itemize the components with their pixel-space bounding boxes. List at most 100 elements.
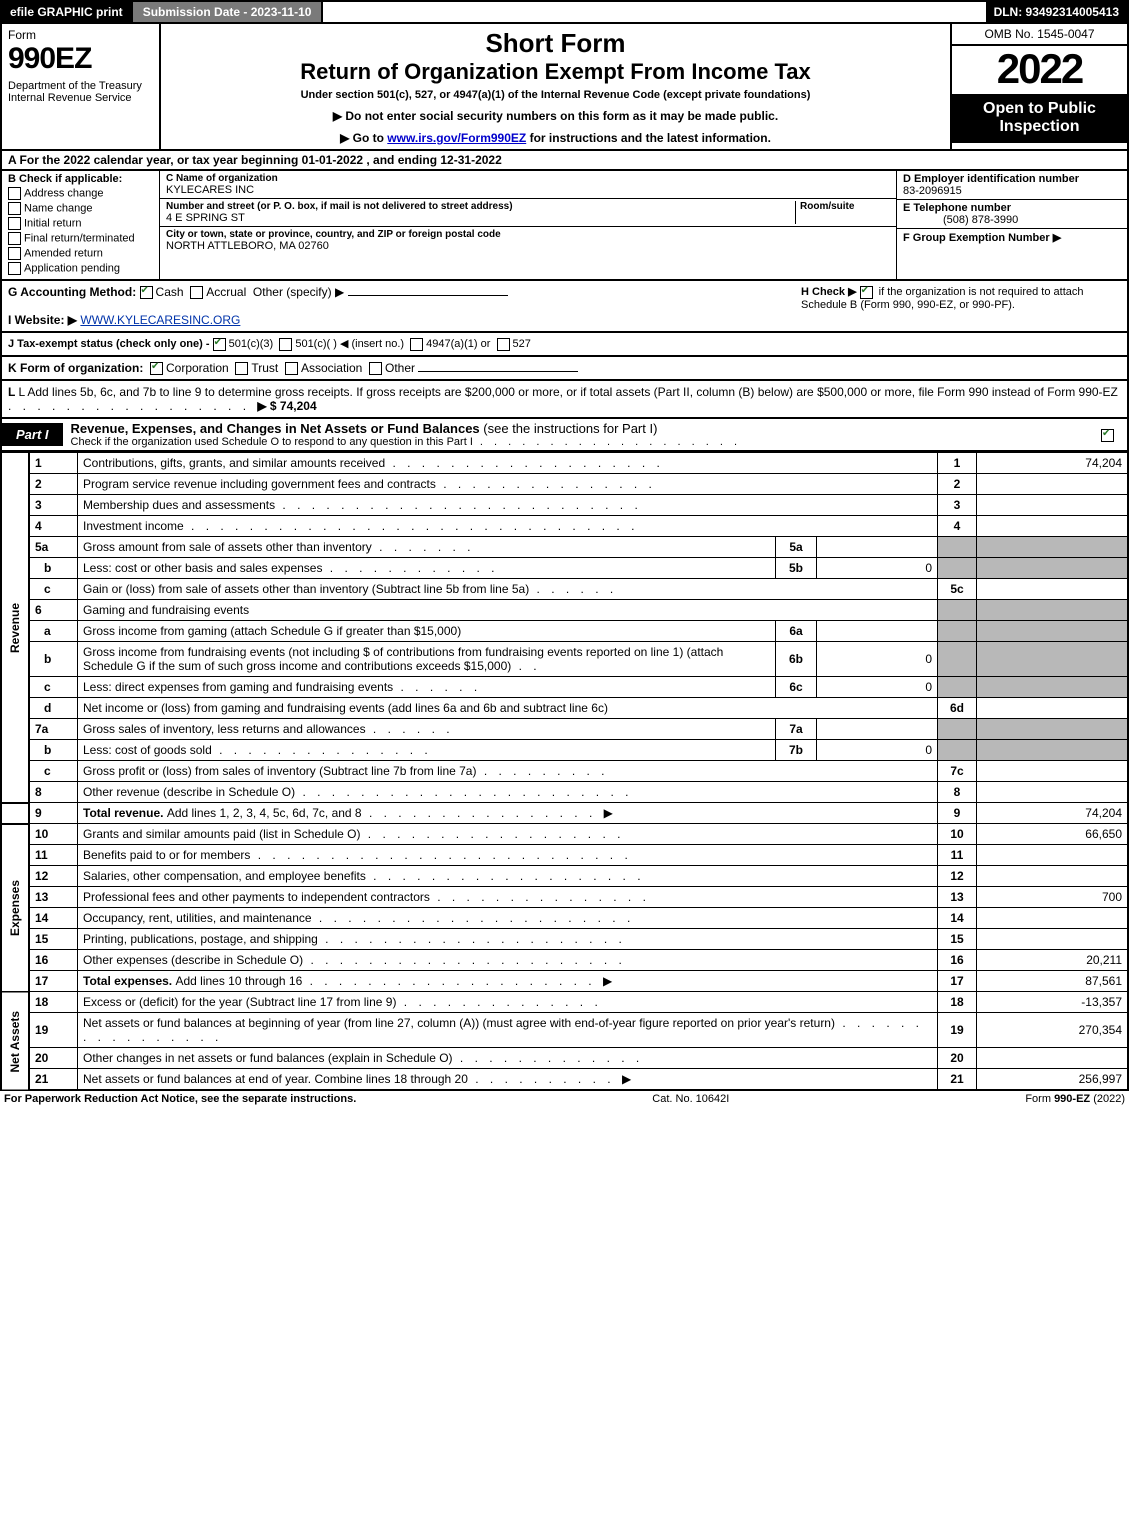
h-pre: H Check ▶ [801,286,860,298]
amt-1: 74,204 [977,453,1129,474]
efile-label[interactable]: efile GRAPHIC print [2,2,131,22]
row-a: A For the 2022 calendar year, or tax yea… [0,151,1129,171]
g-label: G Accounting Method: [8,285,136,299]
c-name-label: C Name of organization [166,173,890,184]
e-phone: E Telephone number (508) 878-3990 [897,200,1127,229]
room-label: Room/suite [800,201,890,212]
d-ein: D Employer identification number 83-2096… [897,171,1127,200]
website-link[interactable]: WWW.KYLECARESINC.ORG [80,313,240,327]
cb-4947[interactable] [410,338,423,351]
cb-501c[interactable] [279,338,292,351]
tax-year: 2022 [952,46,1127,94]
amt-13: 700 [977,887,1129,908]
row-ghi: G Accounting Method: Cash Accrual Other … [0,281,1129,333]
part1-label: Part I [2,423,63,446]
footer-right: Form 990-EZ (2022) [1025,1093,1125,1105]
amt-19: 270,354 [977,1013,1129,1048]
amt-21: 256,997 [977,1069,1129,1091]
submission-date: Submission Date - 2023-11-10 [131,2,324,22]
cb-schedule-b[interactable] [860,286,873,299]
dept-label: Department of the Treasury Internal Reve… [8,80,153,104]
top-bar: efile GRAPHIC print Submission Date - 20… [0,0,1129,24]
g-other: Other (specify) ▶ [253,285,344,299]
l-text: L Add lines 5b, 6c, and 7b to line 9 to … [18,385,1117,399]
cb-527[interactable] [497,338,510,351]
amt-9: 74,204 [977,803,1129,824]
return-title: Return of Organization Exempt From Incom… [167,59,944,85]
cb-corporation[interactable] [150,362,163,375]
col-c: C Name of organization KYLECARES INC Num… [160,171,897,279]
e-label: E Telephone number [903,202,1011,214]
cb-amended-return[interactable]: Amended return [8,247,153,260]
footer-center: Cat. No. 10642I [652,1093,729,1105]
street-val: 4 E SPRING ST [166,212,245,224]
form-number: 990EZ [8,42,153,76]
l-amount: ▶ $ 74,204 [257,399,316,413]
header-left: Form 990EZ Department of the Treasury In… [2,24,161,149]
amt-17: 87,561 [977,971,1129,992]
block-bcdef: B Check if applicable: Address change Na… [0,171,1129,281]
header-center: Short Form Return of Organization Exempt… [161,24,952,149]
cb-final-return[interactable]: Final return/terminated [8,232,153,245]
open-to-public: Open to Public Inspection [952,94,1127,143]
cb-address-change[interactable]: Address change [8,187,153,200]
lines-table: Revenue 1 Contributions, gifts, grants, … [0,452,1129,1091]
cb-association[interactable] [285,362,298,375]
city-val: NORTH ATTLEBORO, MA 02760 [166,240,329,252]
row-j: J Tax-exempt status (check only one) - 5… [0,333,1129,357]
f-group: F Group Exemption Number ▶ [897,229,1127,246]
dln-label: DLN: 93492314005413 [986,2,1127,22]
instruction-1: ▶ Do not enter social security numbers o… [167,109,944,123]
ein-val: 83-2096915 [903,185,962,197]
footer: For Paperwork Reduction Act Notice, see … [0,1091,1129,1107]
cb-application-pending[interactable]: Application pending [8,262,153,275]
b-title: B Check if applicable: [8,173,153,185]
irs-link[interactable]: www.irs.gov/Form990EZ [387,131,526,145]
side-expenses: Expenses [1,824,29,992]
row-k: K Form of organization: Corporation Trus… [0,357,1129,381]
side-revenue: Revenue [1,453,29,803]
c-name: C Name of organization KYLECARES INC [160,171,896,199]
short-form-title: Short Form [167,28,944,59]
instruction-2: ▶ Go to www.irs.gov/Form990EZ for instru… [167,131,944,145]
k-label: K Form of organization: [8,361,143,375]
i-line: I Website: ▶ WWW.KYLECARESINC.ORG [8,313,508,327]
part1-title: Revenue, Expenses, and Changes in Net As… [63,419,1097,450]
j-label: J Tax-exempt status (check only one) - [8,338,213,350]
left-gi: G Accounting Method: Cash Accrual Other … [8,285,508,327]
k-other-input[interactable] [418,371,578,372]
part1-header: Part I Revenue, Expenses, and Changes in… [0,419,1129,452]
header-subline: Under section 501(c), 527, or 4947(a)(1)… [167,89,944,101]
part1-checkbox[interactable] [1097,428,1127,442]
form-header: Form 990EZ Department of the Treasury In… [0,24,1129,151]
col-def: D Employer identification number 83-2096… [897,171,1127,279]
cb-cash[interactable] [140,286,153,299]
amt-18: -13,357 [977,992,1129,1013]
cb-501c3[interactable] [213,338,226,351]
inst2-post: for instructions and the latest informat… [530,131,771,145]
col-b: B Check if applicable: Address change Na… [2,171,160,279]
city-label: City or town, state or province, country… [166,229,890,240]
cb-accrual[interactable] [190,286,203,299]
cb-other-org[interactable] [369,362,382,375]
inst2-pre: ▶ Go to [340,131,387,145]
header-right: OMB No. 1545-0047 2022 Open to Public In… [952,24,1127,149]
omb-number: OMB No. 1545-0047 [952,24,1127,46]
f-label: F Group Exemption Number ▶ [903,232,1061,244]
c-city: City or town, state or province, country… [160,227,896,254]
org-name: KYLECARES INC [166,184,254,196]
cb-trust[interactable] [235,362,248,375]
amt-10: 66,650 [977,824,1129,845]
h-box: H Check ▶ if the organization is not req… [801,285,1121,311]
form-word: Form [8,28,153,42]
footer-left: For Paperwork Reduction Act Notice, see … [4,1093,356,1105]
g-other-input[interactable] [348,295,508,296]
cb-name-change[interactable]: Name change [8,202,153,215]
side-netassets: Net Assets [1,992,29,1091]
cb-initial-return[interactable]: Initial return [8,217,153,230]
phone-val: (508) 878-3990 [903,214,1018,226]
i-label: I Website: ▶ [8,313,77,327]
d-label: D Employer identification number [903,173,1079,185]
row-l: L L Add lines 5b, 6c, and 7b to line 9 t… [0,381,1129,419]
amt-16: 20,211 [977,950,1129,971]
